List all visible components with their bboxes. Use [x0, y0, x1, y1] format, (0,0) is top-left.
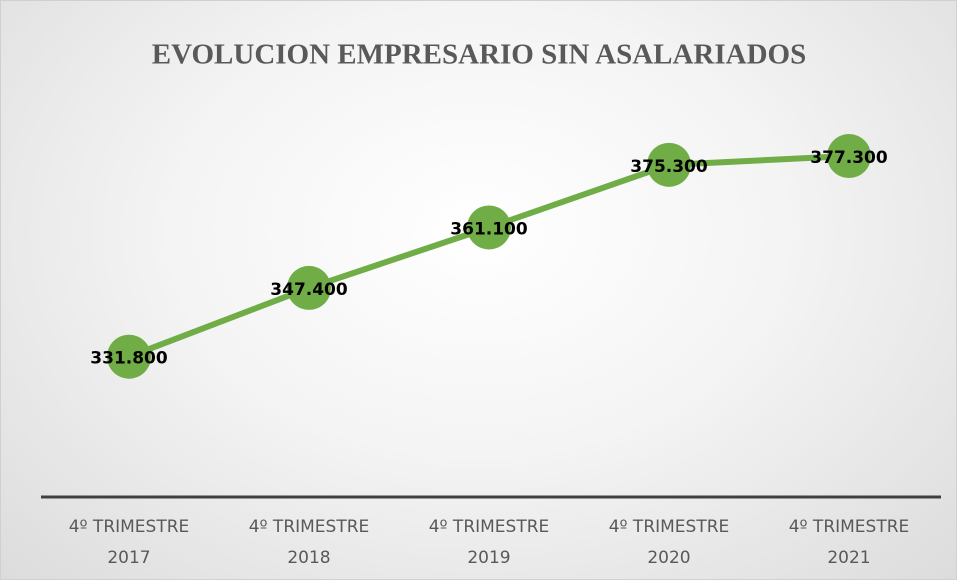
data-label: 331.800	[90, 349, 168, 369]
marker	[107, 334, 151, 379]
x-tick-label: 4º TRIMESTRE 2020	[608, 517, 730, 568]
x-tick-label: 4º TRIMESTRE 2021	[788, 517, 910, 568]
data-label: 347.400	[270, 280, 348, 300]
data-label: 377.300	[810, 148, 888, 168]
data-label: 361.100	[450, 219, 528, 239]
x-tick-label: 4º TRIMESTRE 2019	[428, 517, 550, 568]
marker	[287, 265, 331, 310]
marker	[827, 134, 871, 179]
chart-title: EVOLUCION EMPRESARIO SIN ASALARIADOS	[152, 39, 806, 71]
marker	[647, 142, 691, 187]
data-label: 375.300	[630, 157, 708, 177]
marker	[467, 205, 511, 250]
line	[127, 153, 850, 360]
x-tick-label: 4º TRIMESTRE 2018	[248, 517, 370, 568]
x-tick-label: 4º TRIMESTRE 2017	[68, 517, 190, 568]
